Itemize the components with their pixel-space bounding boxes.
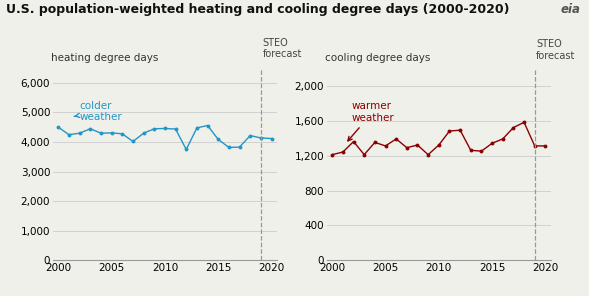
Text: U.S. population-weighted heating and cooling degree days (2000-2020): U.S. population-weighted heating and coo… [6, 3, 509, 16]
Text: warmer
weather: warmer weather [348, 101, 394, 141]
Text: heating degree days: heating degree days [51, 53, 158, 63]
Text: cooling degree days: cooling degree days [325, 53, 430, 63]
Text: colder
weather: colder weather [74, 101, 123, 122]
Text: eia: eia [560, 3, 580, 16]
Text: STEO
forecast: STEO forecast [263, 38, 302, 59]
Text: STEO
forecast: STEO forecast [537, 39, 575, 61]
